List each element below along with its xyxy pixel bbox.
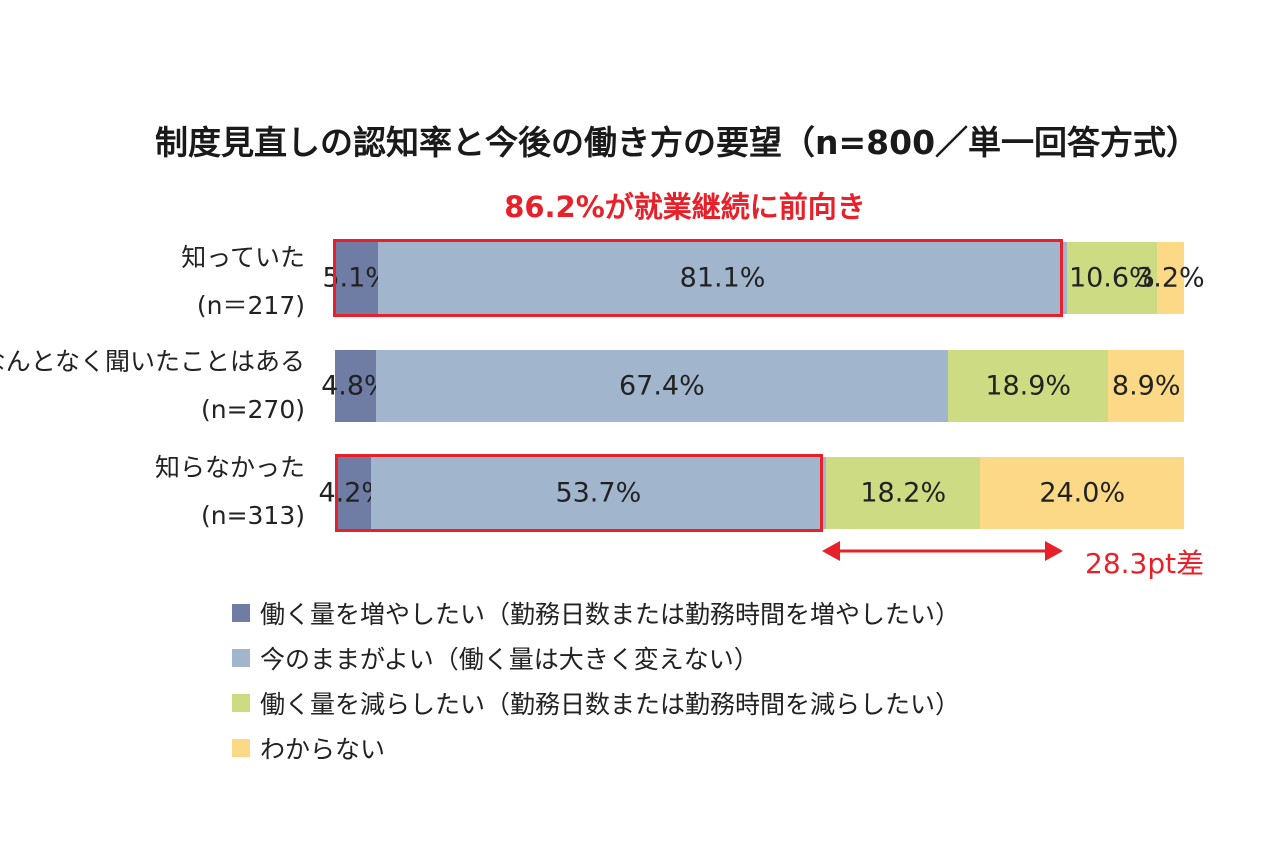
bar-segment bbox=[1156, 242, 1184, 314]
data-label: 18.9% bbox=[985, 370, 1072, 402]
bar-row: 4.8% 67.4% 18.9% 8.9% bbox=[321, 350, 1184, 422]
bar-segment bbox=[1108, 350, 1184, 422]
gap-label: 28.3pt差 bbox=[1085, 547, 1205, 580]
row-label-text: 知っていた bbox=[181, 243, 305, 272]
legend-label: 働く量を減らしたい（勤務日数または勤務時間を減らしたい） bbox=[260, 689, 961, 719]
legend-label: わからない bbox=[260, 734, 386, 764]
legend-swatch bbox=[232, 693, 250, 712]
row-label-unaware: 知らなかった (n=313) bbox=[155, 444, 305, 540]
row-label-heard: なんとなく聞いたことはある (n=270) bbox=[0, 338, 305, 434]
bar-segment bbox=[947, 350, 1109, 422]
highlight-box-unaware bbox=[335, 454, 823, 532]
data-label: 81.1% bbox=[679, 262, 766, 294]
row-label-n: (n=270) bbox=[200, 395, 305, 424]
legend: 働く量を増やしたい（勤務日数または勤務時間を増やしたい） 今のままがよい（働く量… bbox=[232, 590, 960, 770]
legend-item: 働く量を減らしたい（勤務日数または勤務時間を減らしたい） bbox=[232, 680, 960, 725]
chart-title: 制度見直しの認知率と今後の働き方の要望（n=800／単一回答方式） bbox=[155, 123, 1200, 162]
row-label-aware: 知っていた (n＝217) bbox=[181, 234, 305, 330]
row-label-text: 知らなかった bbox=[154, 453, 305, 482]
row-label-n: (n＝217) bbox=[196, 291, 305, 320]
bar-segment bbox=[980, 457, 1184, 529]
bar-segment bbox=[1066, 242, 1157, 314]
highlight-note: 86.2%が就業継続に前向き bbox=[504, 190, 866, 224]
bar-segment bbox=[375, 350, 948, 422]
legend-label: 今のままがよい（働く量は大きく変えない） bbox=[260, 644, 759, 674]
bar-row: 4.2% 53.7% 18.2% 24.0% bbox=[318, 457, 1184, 529]
row-label-text: なんとなく聞いたことはある bbox=[0, 347, 305, 376]
bar-segment bbox=[335, 242, 379, 314]
data-label: 53.7% bbox=[555, 477, 642, 509]
row-label-n: (n=313) bbox=[200, 501, 305, 530]
legend-swatch bbox=[232, 738, 250, 757]
data-label: 10.6% bbox=[1068, 262, 1155, 294]
legend-item: 働く量を増やしたい（勤務日数または勤務時間を増やしたい） bbox=[232, 590, 960, 635]
legend-swatch bbox=[232, 648, 250, 667]
data-label: 8.9% bbox=[1111, 370, 1181, 402]
legend-item: わからない bbox=[232, 725, 960, 770]
legend-swatch bbox=[232, 603, 250, 622]
bar-segment bbox=[370, 457, 827, 529]
bar-row: 5.1% 81.1% 10.6% 3.2% bbox=[322, 242, 1205, 314]
data-label: 18.2% bbox=[860, 477, 947, 509]
data-label: 24.0% bbox=[1039, 477, 1126, 509]
gap-arrow-icon bbox=[822, 541, 1063, 561]
data-label: 3.2% bbox=[1136, 262, 1205, 294]
bar-segment bbox=[378, 242, 1067, 314]
highlight-box-aware bbox=[333, 239, 1063, 317]
legend-item: 今のままがよい（働く量は大きく変えない） bbox=[232, 635, 960, 680]
bar-segment bbox=[826, 457, 981, 529]
bar-segment bbox=[335, 457, 371, 529]
data-label: 67.4% bbox=[618, 370, 705, 402]
legend-label: 働く量を増やしたい（勤務日数または勤務時間を増やしたい） bbox=[260, 599, 961, 629]
bar-segment bbox=[335, 350, 376, 422]
